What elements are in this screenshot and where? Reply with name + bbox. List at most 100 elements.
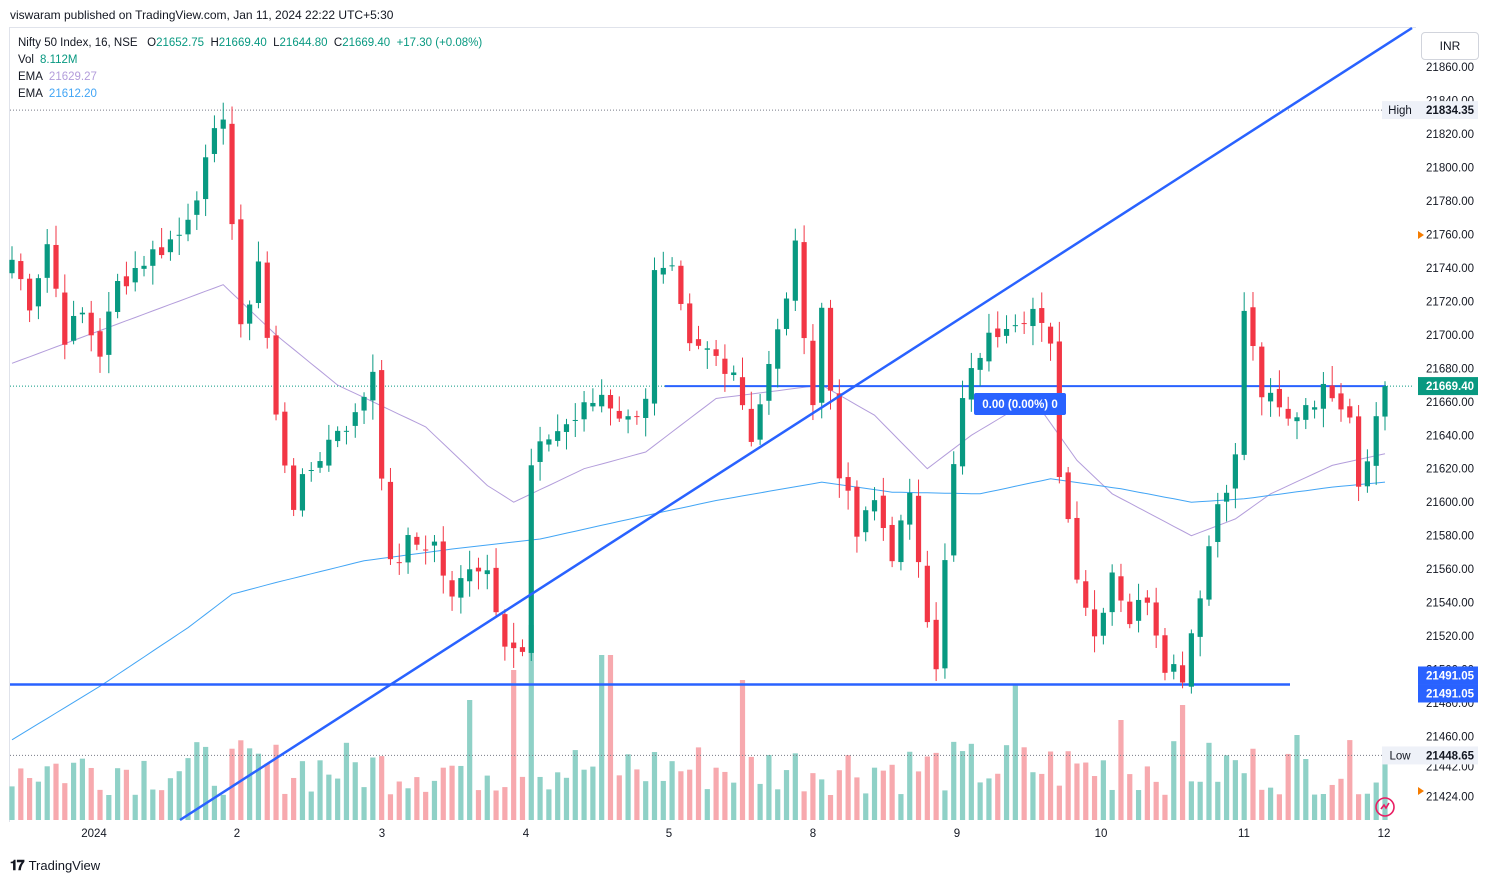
volume-bar	[1197, 781, 1203, 820]
volume-bar	[467, 700, 473, 820]
candle-body	[273, 335, 279, 415]
volume-bar	[1382, 763, 1388, 820]
candle-body	[123, 276, 130, 287]
volume-bar	[1338, 778, 1344, 820]
candle-body	[880, 495, 886, 529]
candle-body	[845, 477, 851, 491]
volume-bar	[748, 756, 754, 820]
x-tick-label: 8	[810, 828, 816, 840]
y-tick-label: 21780.00	[1426, 196, 1474, 208]
candle-body	[396, 562, 402, 564]
volume-bar	[1188, 781, 1194, 820]
x-tick-label: 3	[379, 828, 385, 840]
volume-bar	[62, 783, 68, 820]
candle-body	[79, 312, 86, 315]
candle-body	[836, 393, 842, 479]
volume-bar	[1047, 751, 1054, 820]
volume-bar	[1162, 794, 1168, 820]
currency-selector[interactable]: INR	[1421, 32, 1479, 60]
legend-ema2-row[interactable]: EMA 21612.20	[18, 86, 482, 103]
candle-body	[291, 465, 297, 510]
x-tick-label: 12	[1378, 828, 1391, 840]
candle-body	[132, 267, 138, 283]
candle-body	[590, 402, 596, 407]
volume-bar	[370, 757, 376, 820]
candle-body	[282, 411, 288, 466]
support-price-label-1-bg	[1418, 666, 1478, 685]
legend-volume-row[interactable]: Vol 8.112M	[18, 52, 482, 69]
volume-bar	[1285, 753, 1291, 820]
volume-bar	[44, 766, 50, 820]
candle-body	[511, 642, 517, 649]
volume-bar	[775, 789, 781, 820]
candle-body	[1206, 546, 1212, 600]
tradingview-brand: TradingView	[28, 858, 101, 873]
candle-body	[308, 470, 314, 472]
low-tag-text: Low	[1389, 750, 1411, 762]
legend-ema2-label: EMA	[18, 88, 43, 100]
volume-bar	[968, 743, 974, 820]
volume-bar	[1056, 785, 1062, 820]
legend-ema1-row[interactable]: EMA 21629.27	[18, 69, 482, 86]
volume-bar	[352, 762, 358, 820]
candle-body	[651, 270, 658, 404]
alert-arrow-icon	[1418, 787, 1424, 795]
legend-symbol[interactable]: Nifty 50 Index, 16, NSE	[18, 37, 138, 49]
y-tick-label: 21860.00	[1426, 62, 1474, 74]
volume-bar	[291, 777, 297, 820]
candle-body	[1232, 454, 1238, 489]
candle-body	[713, 349, 719, 356]
tradingview-logo[interactable]: 𝟏𝟕 TradingView	[10, 857, 100, 874]
volume-bar	[546, 789, 552, 820]
volume-bar	[511, 670, 517, 820]
y-tick-label: 21460.00	[1426, 731, 1474, 743]
candle-body	[1047, 326, 1054, 344]
legend-open-label: O	[147, 37, 157, 49]
candle-body	[1294, 417, 1300, 422]
candle-body	[1109, 572, 1115, 613]
x-tick-label: 4	[523, 828, 530, 840]
horizontal-lines	[10, 109, 1414, 756]
volume-bar	[308, 791, 314, 820]
volume-bar	[889, 764, 895, 820]
volume-bar	[203, 746, 209, 820]
candle-body	[1355, 416, 1362, 487]
volume-bar	[731, 782, 737, 820]
candle-body	[1347, 406, 1353, 418]
candle-body	[1091, 609, 1098, 637]
x-tick-label: 5	[666, 828, 672, 840]
y-tick-label: 21760.00	[1426, 229, 1474, 241]
candle-body	[1329, 385, 1335, 399]
tradingview-assist-icon[interactable]	[1374, 796, 1396, 818]
candle-body	[546, 439, 552, 445]
volume-bar	[79, 758, 86, 820]
support-price-label-2-bg	[1418, 684, 1478, 703]
volume-bar	[502, 787, 508, 820]
volume-bar	[167, 778, 174, 820]
candle-body	[238, 219, 244, 325]
y-tick-label: 21660.00	[1426, 397, 1474, 409]
volume-bar	[801, 791, 807, 820]
volume-bar	[572, 750, 578, 820]
chart-pane[interactable]	[9, 27, 1416, 822]
volume-bar	[141, 760, 147, 820]
volume-bar	[106, 794, 112, 820]
volume-bar	[1250, 748, 1256, 820]
volume-bar	[669, 761, 675, 820]
candle-body	[53, 244, 59, 289]
candle-body	[528, 465, 534, 653]
y-tick-label: 21640.00	[1426, 430, 1474, 442]
candle-body	[1188, 633, 1194, 687]
candle-body	[71, 315, 77, 341]
candle-body	[1303, 405, 1309, 420]
candle-body	[423, 549, 429, 551]
candle-body	[643, 398, 649, 418]
candle-body	[458, 578, 464, 598]
volume-bar	[493, 790, 499, 820]
volume-bar	[220, 794, 226, 820]
candle-body	[871, 500, 878, 512]
volume-bar	[519, 776, 526, 820]
measure-box	[974, 393, 1066, 415]
volume-bar	[255, 753, 262, 820]
